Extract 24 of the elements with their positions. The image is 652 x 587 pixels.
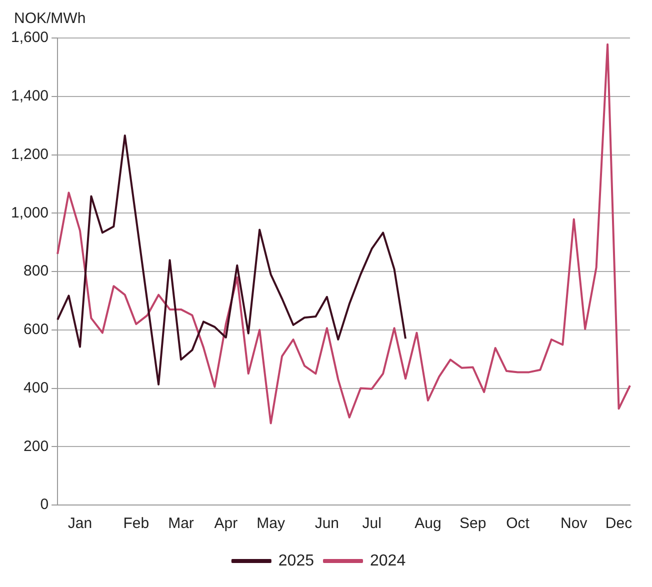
x-tick-label: Feb [123, 515, 150, 532]
y-tick-label: 1,400 [10, 88, 49, 105]
y-tick-label: 400 [24, 379, 49, 396]
legend-label: 2025 [278, 552, 314, 570]
legend-label: 2024 [370, 552, 406, 570]
y-tick-label: 1,200 [10, 146, 49, 163]
x-tick-label: Jun [314, 515, 340, 532]
x-tick-label: Nov [560, 515, 588, 532]
x-tick-label: Aug [414, 515, 442, 532]
x-tick-label: Oct [506, 515, 530, 532]
y-tick-label: 1,600 [10, 29, 49, 46]
x-tick-label: Jan [68, 515, 92, 532]
y-tick-label: 0 [40, 496, 49, 514]
y-axis-title: NOK/MWh [14, 10, 86, 27]
x-tick-label: Sep [460, 515, 486, 532]
y-tick-label: 200 [24, 438, 49, 455]
x-tick-label: May [256, 515, 286, 532]
y-tick-label: 800 [24, 262, 49, 280]
x-tick-label: Dec [605, 515, 633, 532]
x-tick-label: Jul [362, 515, 382, 532]
x-tick-label: Apr [214, 515, 238, 532]
y-tick-label: 600 [24, 321, 49, 338]
y-tick-label: 1,000 [10, 204, 49, 222]
x-tick-label: Mar [168, 515, 194, 532]
